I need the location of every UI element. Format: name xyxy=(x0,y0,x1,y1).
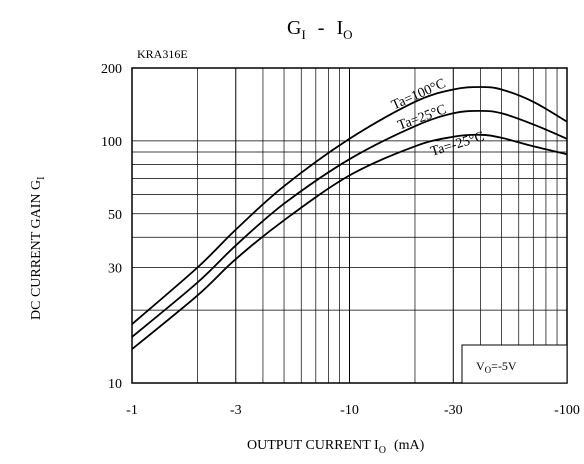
title-sep: - xyxy=(318,17,325,39)
y-tick-label: 10 xyxy=(108,377,122,392)
plot-frame xyxy=(131,67,568,384)
x-tick-label: -3 xyxy=(230,403,242,418)
x-tick-label: -100 xyxy=(554,403,580,418)
title-i-sub: O xyxy=(343,27,352,42)
title-g: G xyxy=(287,17,301,39)
title-i: I xyxy=(336,17,343,39)
series-line xyxy=(131,86,568,325)
y-tick-label: 30 xyxy=(108,261,122,276)
y-tick-label: 200 xyxy=(101,62,122,77)
series-label: Ta=-25°C xyxy=(429,129,486,160)
series-line xyxy=(131,133,568,350)
chart-title: GI - IO xyxy=(287,17,353,42)
title-g-sub: I xyxy=(301,27,305,42)
x-tick-label: -1 xyxy=(126,403,138,418)
x-axis-label: OUTPUT CURRENT IO (mA) xyxy=(247,438,425,456)
x-tick-label: -30 xyxy=(444,403,463,418)
part-number: KRA316E xyxy=(137,47,188,61)
y-axis-label: DC CURRENT GAIN GI xyxy=(29,177,47,320)
condition-box xyxy=(461,344,568,384)
condition-label: VO=-5V xyxy=(476,359,517,375)
tick-labels: -1 -3 -10 -30 -100 10 30 50 100 200 xyxy=(101,62,580,418)
y-tick-label: 100 xyxy=(101,135,122,150)
grid xyxy=(131,67,568,384)
y-tick-label: 50 xyxy=(108,208,122,223)
x-tick-label: -10 xyxy=(340,403,359,418)
series-line xyxy=(131,109,568,338)
